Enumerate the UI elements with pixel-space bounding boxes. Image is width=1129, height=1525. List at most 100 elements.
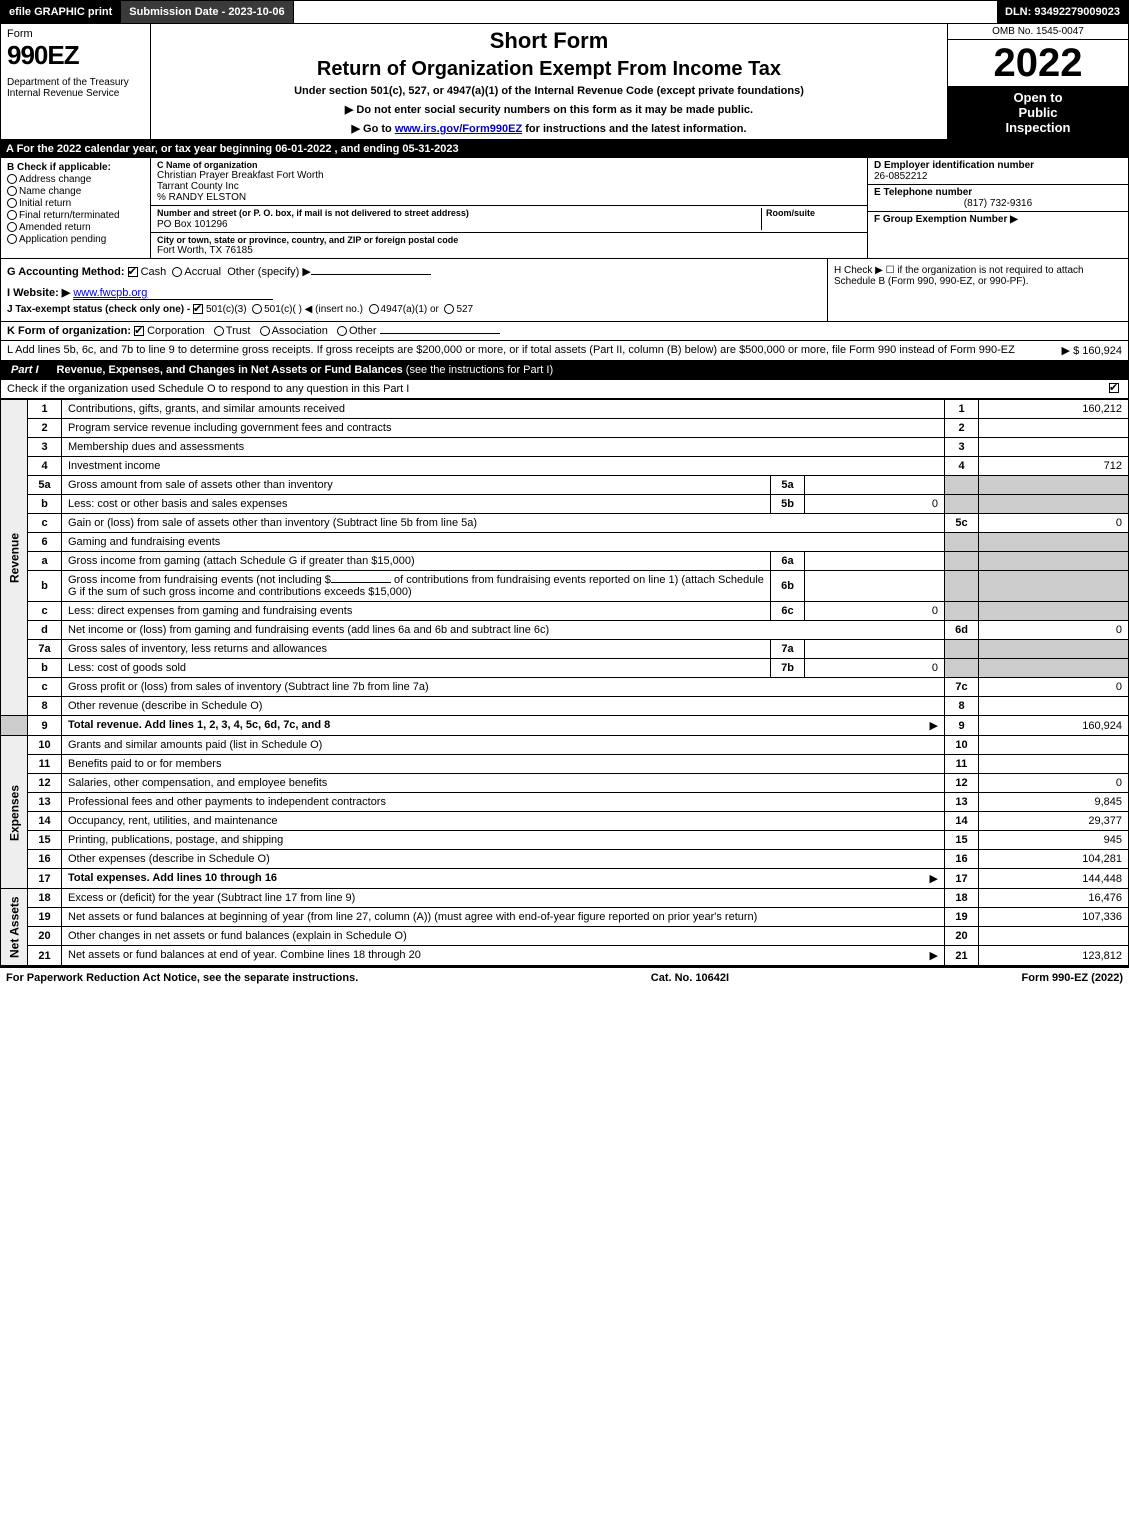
shade-cell [945,640,979,659]
line-amount [979,755,1129,774]
sub-amount: 0 [805,659,945,678]
line-num: 21 [28,946,62,966]
goto-post: for instructions and the latest informat… [522,123,746,135]
j-label: J Tax-exempt status (check only one) - [7,304,190,315]
shade-cell [979,533,1129,552]
line-amount: 107,336 [979,908,1129,927]
cb-cash[interactable] [128,267,138,277]
line-amount: 945 [979,831,1129,850]
footer-mid: Cat. No. 10642I [651,972,729,984]
line-amount: 29,377 [979,812,1129,831]
line-amount [979,438,1129,457]
line-text: Contributions, gifts, grants, and simila… [62,400,945,419]
other-specify-input[interactable] [311,274,431,275]
cb-4947[interactable] [369,304,379,314]
line-num: b [28,495,62,514]
tax-year: 2022 [948,40,1128,86]
submission-date: Submission Date - 2023-10-06 [121,1,293,23]
cb-501c3[interactable] [193,304,203,314]
sub-ref: 6a [771,552,805,571]
efile-label[interactable]: efile GRAPHIC print [1,1,121,23]
shade-cell [979,495,1129,514]
cb-application-pending[interactable]: Application pending [7,234,144,245]
line-num: 14 [28,812,62,831]
form-number: 990EZ [7,40,144,71]
box-c: C Name of organization Christian Prayer … [151,158,868,258]
city-value: Fort Worth, TX 76185 [157,245,861,256]
sub-ref: 7a [771,640,805,659]
netassets-section-label: Net Assets [1,889,28,966]
contrib-amount-input[interactable] [331,582,391,583]
cb-accrual[interactable] [172,267,182,277]
line-ref: 13 [945,793,979,812]
line-ref: 6d [945,621,979,640]
line-num: 15 [28,831,62,850]
other-org-input[interactable] [380,333,500,334]
cb-other-org[interactable] [337,326,347,336]
cb-501c[interactable] [252,304,262,314]
line-amount [979,419,1129,438]
line-ref: 15 [945,831,979,850]
line-amount: 123,812 [979,946,1129,966]
arrow-icon: ▶ [930,719,938,732]
sub-amount [805,571,945,602]
line-num: 11 [28,755,62,774]
line-text: Gain or (loss) from sale of assets other… [62,514,945,533]
line-num: c [28,514,62,533]
website-link[interactable]: www.fwcpb.org [73,287,147,299]
line-text: Other changes in net assets or fund bala… [62,927,945,946]
form-title-block: Short Form Return of Organization Exempt… [151,24,948,139]
street-row: Number and street (or P. O. box, if mail… [151,206,867,233]
line-text: Gross sales of inventory, less returns a… [62,640,771,659]
open-line1: Open to [952,90,1124,105]
line-amount: 16,476 [979,889,1129,908]
line-amount: 104,281 [979,850,1129,869]
cb-schedule-o[interactable] [1109,383,1119,393]
line-num: 19 [28,908,62,927]
line-21-text: Net assets or fund balances at end of ye… [62,946,945,966]
sub-amount [805,552,945,571]
arrow-icon: ▶ [930,949,938,962]
line-num: 6 [28,533,62,552]
cb-address-change[interactable]: Address change [7,174,144,185]
k-label: K Form of organization: [7,325,131,337]
city-row: City or town, state or province, country… [151,233,867,258]
cb-527[interactable] [444,304,454,314]
cb-amended-return[interactable]: Amended return [7,222,144,233]
city-label: City or town, state or province, country… [157,235,861,245]
street-value: PO Box 101296 [157,219,761,230]
part-1-title: Revenue, Expenses, and Changes in Net As… [49,361,562,379]
cb-initial-return[interactable]: Initial return [7,198,144,209]
form-label: Form [7,28,144,40]
shade-cell [945,533,979,552]
line-num: b [28,659,62,678]
irs-link[interactable]: www.irs.gov/Form990EZ [395,123,522,135]
cb-trust[interactable] [214,326,224,336]
line-ref: 21 [945,946,979,966]
form-id-block: Form 990EZ Department of the Treasury In… [1,24,151,139]
line-text: Benefits paid to or for members [62,755,945,774]
line-text: Other expenses (describe in Schedule O) [62,850,945,869]
gh-block: G Accounting Method: Cash Accrual Other … [0,259,1129,322]
line-num: 16 [28,850,62,869]
shade-cell [945,659,979,678]
line-num: 7a [28,640,62,659]
line-text: Printing, publications, postage, and shi… [62,831,945,850]
section-a-bar: A For the 2022 calendar year, or tax yea… [0,140,1129,158]
shade-cell [979,571,1129,602]
box-h: H Check ▶ ☐ if the organization is not r… [828,259,1128,321]
cb-corporation[interactable] [134,326,144,336]
shade-cell [979,476,1129,495]
page-footer: For Paperwork Reduction Act Notice, see … [0,966,1129,988]
cb-association[interactable] [260,326,270,336]
cb-final-return[interactable]: Final return/terminated [7,210,144,221]
line-amount: 0 [979,774,1129,793]
sub-ref: 6c [771,602,805,621]
revenue-section-label: Revenue [1,400,28,716]
box-k: K Form of organization: Corporation Trus… [0,322,1129,341]
line-amount [979,927,1129,946]
line-text: Salaries, other compensation, and employ… [62,774,945,793]
line-ref: 10 [945,736,979,755]
cb-name-change[interactable]: Name change [7,186,144,197]
i-label: I Website: ▶ [7,287,70,299]
